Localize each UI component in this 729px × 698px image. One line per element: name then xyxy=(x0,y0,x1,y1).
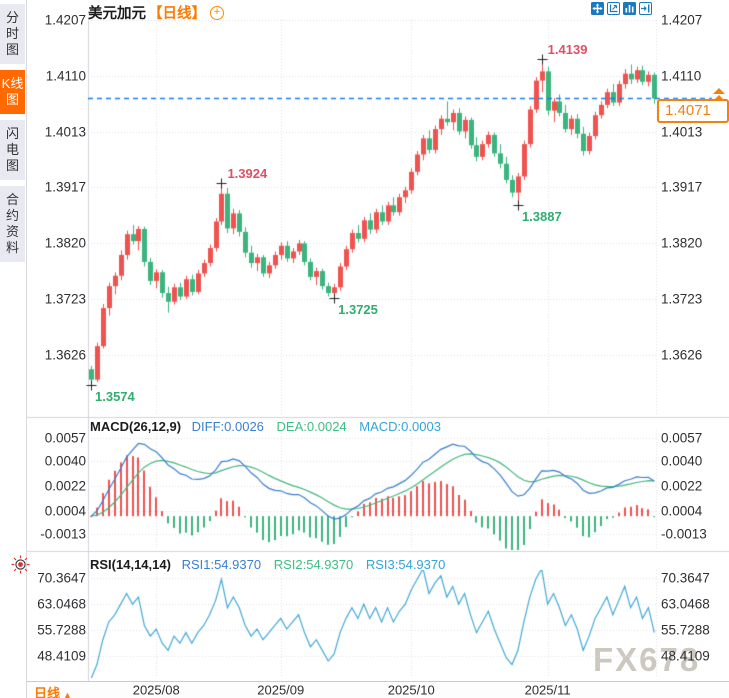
macd-dea-value: DEA:0.0024 xyxy=(276,419,347,434)
live-blink-icon xyxy=(11,555,30,574)
macd-title: MACD(26,12,9) xyxy=(90,419,182,434)
title-row: 美元加元 【日线】 + xyxy=(88,2,224,23)
rsi-header: RSI(14,14,14) RSI1:54.9370 RSI2:54.9370 … xyxy=(90,557,445,572)
triangle-up-icon: ▲ xyxy=(63,690,72,698)
current-price-value: 1.4071 xyxy=(665,102,711,119)
sidebar: 分时图 K线图闪电图合约资料 xyxy=(0,0,27,698)
fit-chart-icon[interactable] xyxy=(623,2,636,15)
price-marker-icon xyxy=(713,88,725,101)
current-price-box: 1.4071 xyxy=(657,99,729,123)
macd-header: MACD(26,12,9) DIFF:0.0026 DEA:0.0024 MAC… xyxy=(90,419,441,434)
sidebar-item-1[interactable]: 分时图 xyxy=(0,4,25,64)
scale-axes-icon[interactable] xyxy=(607,2,620,15)
chart-toolbar xyxy=(591,2,652,15)
macd-macd-value: MACD:0.0003 xyxy=(359,419,441,434)
symbol-title: 美元加元 xyxy=(88,6,146,22)
sidebar-item-3[interactable]: 闪电图 xyxy=(0,120,25,180)
rsi-title: RSI(14,14,14) xyxy=(90,557,171,572)
rsi1-value: RSI1:54.9370 xyxy=(181,557,262,572)
rsi2-value: RSI2:54.9370 xyxy=(273,557,354,572)
timeframe-label: 日线 xyxy=(34,686,61,698)
timeframe-tag: 【日线】 xyxy=(148,6,206,22)
sidebar-item-4[interactable]: 合约资料 xyxy=(0,186,25,262)
rsi3-value: RSI3:54.9370 xyxy=(365,557,446,572)
timeframe-selector[interactable]: 日线 ▲ xyxy=(34,683,72,698)
bottom-axis-bar: 日线 ▲ xyxy=(26,681,729,698)
sidebar-item-2[interactable]: K线图 xyxy=(0,70,25,114)
add-indicator-icon[interactable]: + xyxy=(210,5,224,20)
go-latest-icon[interactable] xyxy=(639,2,652,15)
macd-diff-value: DIFF:0.0026 xyxy=(191,419,264,434)
pan-tool-icon[interactable] xyxy=(591,2,604,15)
